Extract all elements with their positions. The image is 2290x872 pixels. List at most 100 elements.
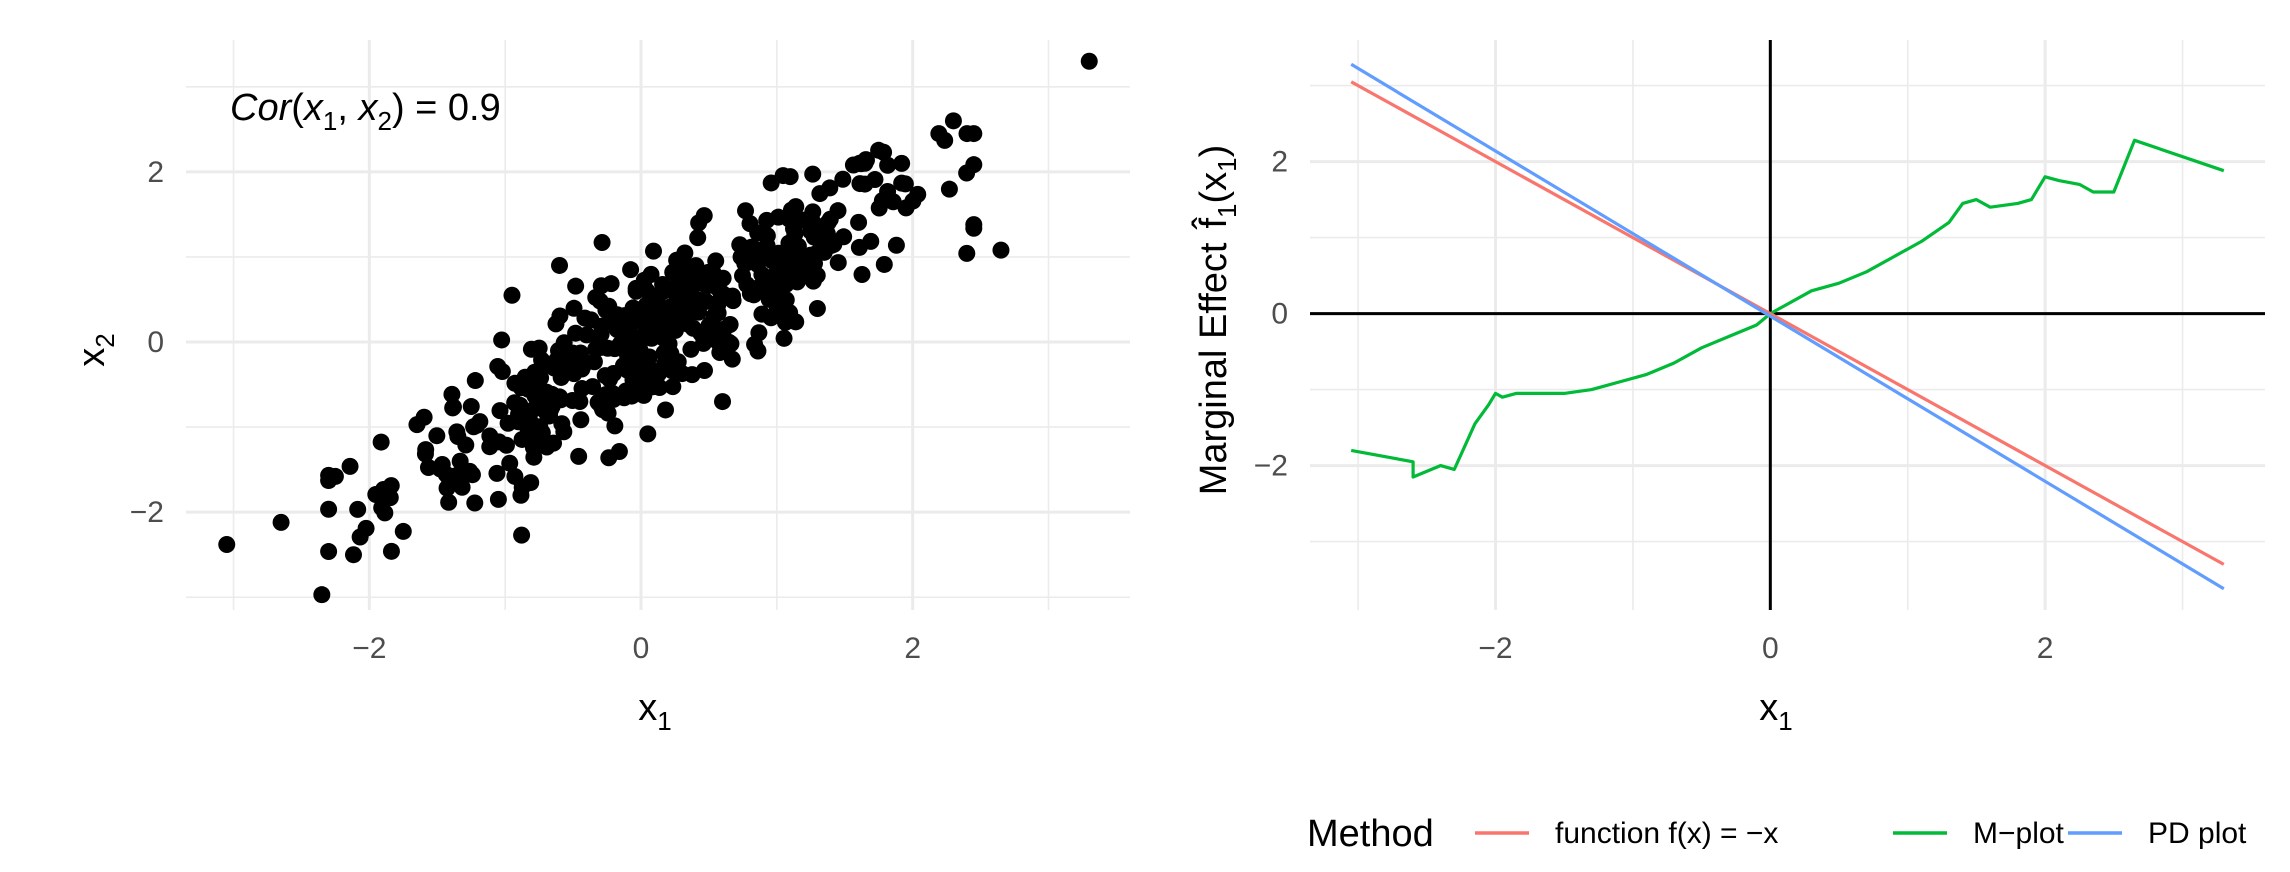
x-tick-label: −2 (1478, 632, 1512, 665)
y-tick-label: 0 (1271, 298, 1288, 331)
y-tick-label: 2 (147, 156, 164, 189)
scatter-point (992, 241, 1010, 259)
effect-x-tick-labels: −2 0 2 (1478, 632, 2053, 665)
scatter-point (525, 448, 543, 466)
scatter-point (751, 243, 769, 261)
scatter-point (466, 494, 484, 512)
scatter-point (635, 386, 653, 404)
scatter-point (676, 244, 694, 262)
scatter-point (777, 291, 795, 309)
scatter-point (518, 418, 536, 436)
scatter-point (940, 180, 958, 198)
x-tick-label: 2 (2037, 632, 2054, 665)
scatter-point (879, 156, 897, 174)
scatter-point (724, 287, 742, 305)
scatter-point (415, 408, 433, 426)
series-line-0 (1350, 80, 2225, 566)
scatter-point (582, 311, 600, 329)
scatter-point (503, 286, 521, 304)
scatter-point (741, 285, 759, 303)
scatter-point (714, 269, 732, 287)
scatter-point (804, 165, 822, 183)
scatter-point (862, 232, 880, 250)
y-tick-label: 0 (147, 326, 164, 359)
scatter-point (606, 417, 624, 435)
scatter-point (664, 378, 682, 396)
scatter-point (367, 485, 385, 503)
scatter-point (605, 365, 623, 383)
scatter-point (683, 366, 701, 384)
scatter-point (770, 244, 788, 262)
scatter-point (326, 467, 344, 485)
scatter-point (856, 154, 874, 172)
scatter-point (734, 248, 752, 266)
scatter-point (600, 449, 618, 467)
scatter-point (753, 305, 771, 323)
scatter-point (443, 385, 461, 403)
scatter-point (930, 125, 948, 143)
scatter-point (657, 401, 675, 419)
scatter-point (573, 360, 591, 378)
scatter-point (313, 586, 331, 604)
effect-series-lines (1350, 62, 2225, 591)
scatter-point (958, 244, 976, 262)
scatter-point (462, 398, 480, 416)
scatter-point (592, 397, 610, 415)
legend-label: function f(x) = −x (1555, 817, 1778, 850)
x-tick-label: −2 (352, 632, 386, 665)
scatter-point (825, 235, 843, 253)
effect-y-axis-title: Marginal Effectf̂1(x1) (1191, 145, 1242, 496)
scatter-point (522, 474, 540, 492)
scatter-point (965, 156, 983, 174)
scatter-point (746, 335, 764, 353)
scatter-point (551, 256, 569, 274)
annotation-part: = 0.9 (405, 87, 501, 129)
scatter-point (506, 467, 524, 485)
legend-items: function f(x) = −x M−plot PD plot (1475, 817, 2247, 850)
scatter-point (572, 411, 590, 429)
annotation-part: x (302, 87, 325, 129)
scatter-point (655, 344, 673, 362)
scatter-point (619, 362, 637, 380)
scatter-point (466, 372, 484, 390)
scatter-point (538, 438, 556, 456)
annotation-part: 2 (377, 106, 391, 136)
scatter-point (376, 504, 394, 522)
y-tick-label: −2 (1254, 450, 1288, 483)
scatter-point (636, 309, 654, 327)
scatter-point (965, 216, 983, 234)
scatter-y-axis-title: x2 (71, 333, 120, 366)
scatter-point (493, 331, 511, 349)
scatter-point (635, 271, 653, 289)
scatter-point (791, 256, 809, 274)
scatter-point (669, 274, 687, 292)
scatter-point (787, 313, 805, 331)
scatter-point (438, 479, 456, 497)
scatter-point (553, 415, 571, 433)
annotation-part: Cor (230, 87, 293, 129)
scatter-point (850, 213, 868, 231)
scatter-point (440, 493, 458, 511)
scatter-point (489, 490, 507, 508)
scatter-point (787, 239, 805, 257)
scatter-point (673, 313, 691, 331)
scatter-point (812, 226, 830, 244)
scatter-point (526, 400, 544, 418)
scatter-point (694, 334, 712, 352)
scatter-point (372, 433, 390, 451)
scatter-point (622, 261, 640, 279)
scatter-point (320, 500, 338, 518)
scatter-point (645, 242, 663, 260)
x-tick-label: 2 (904, 632, 921, 665)
scatter-point (493, 363, 511, 381)
marginal-effect-panel: −2 0 2 −2 0 2 x1 Marginal Effectf̂1(x1) (1191, 40, 2265, 736)
effect-y-tick-labels: −2 0 2 (1254, 146, 1288, 483)
scatter-point (821, 210, 839, 228)
annotation-part: x (356, 87, 379, 129)
scatter-x-axis-title: x1 (638, 687, 671, 736)
scatter-point (699, 263, 717, 281)
x-tick-label: 0 (633, 632, 650, 665)
scatter-point (904, 192, 922, 210)
scatter-point (524, 431, 542, 449)
